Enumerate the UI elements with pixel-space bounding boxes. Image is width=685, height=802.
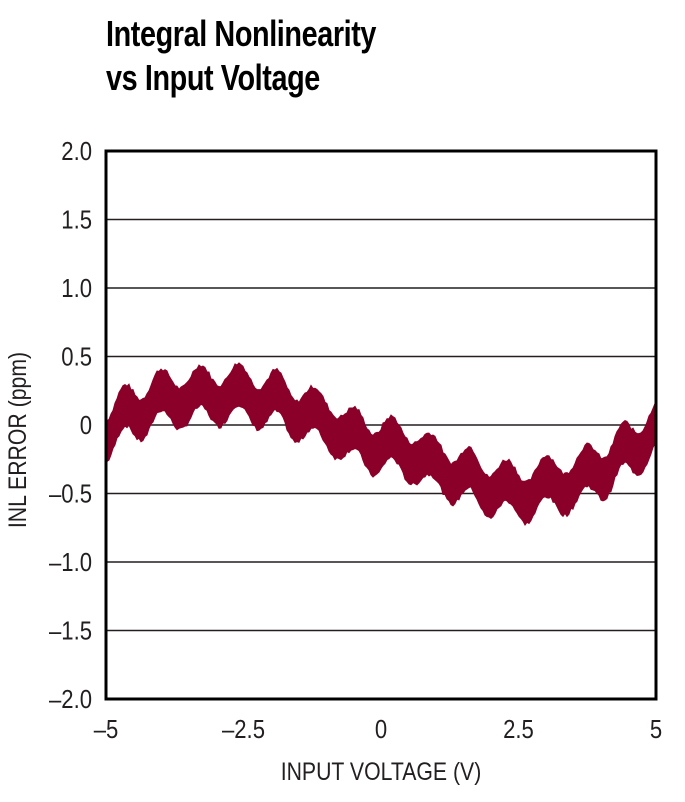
x-tick-label: 0 xyxy=(375,715,387,744)
x-axis-ticks: –5 –2.5 0 2.5 5 xyxy=(94,715,662,744)
y-tick-label: –1.5 xyxy=(49,617,92,646)
y-tick-label: –0.5 xyxy=(49,480,92,509)
x-tick-label: 2.5 xyxy=(503,715,534,744)
y-tick-label: 0.5 xyxy=(61,343,92,372)
y-axis-ticks: 2.0 1.5 1.0 0.5 0 –0.5 –1.0 –1.5 –2.0 xyxy=(49,137,92,714)
inl-trace xyxy=(106,362,656,527)
y-tick-label: 2.0 xyxy=(61,137,92,166)
grid-lines xyxy=(106,218,656,632)
x-axis-label: INPUT VOLTAGE (V) xyxy=(281,757,482,785)
chart-title-line2: vs Input Voltage xyxy=(106,57,320,98)
x-tick-label: –5 xyxy=(94,715,119,744)
y-axis-label: INL ERROR (ppm) xyxy=(3,352,31,528)
y-tick-label: –1.0 xyxy=(49,548,92,577)
chart-title-line1: Integral Nonlinearity xyxy=(106,13,377,54)
x-tick-label: 5 xyxy=(650,715,662,744)
plot-frame xyxy=(104,149,658,701)
inl-band xyxy=(106,362,656,527)
y-tick-label: 1.5 xyxy=(61,206,92,235)
x-tick-label: –2.5 xyxy=(222,715,265,744)
y-tick-label: –2.0 xyxy=(49,685,92,714)
y-tick-label: 0 xyxy=(80,411,92,440)
chart-title: Integral Nonlinearity vs Input Voltage xyxy=(106,12,376,100)
y-tick-label: 1.0 xyxy=(61,274,92,303)
